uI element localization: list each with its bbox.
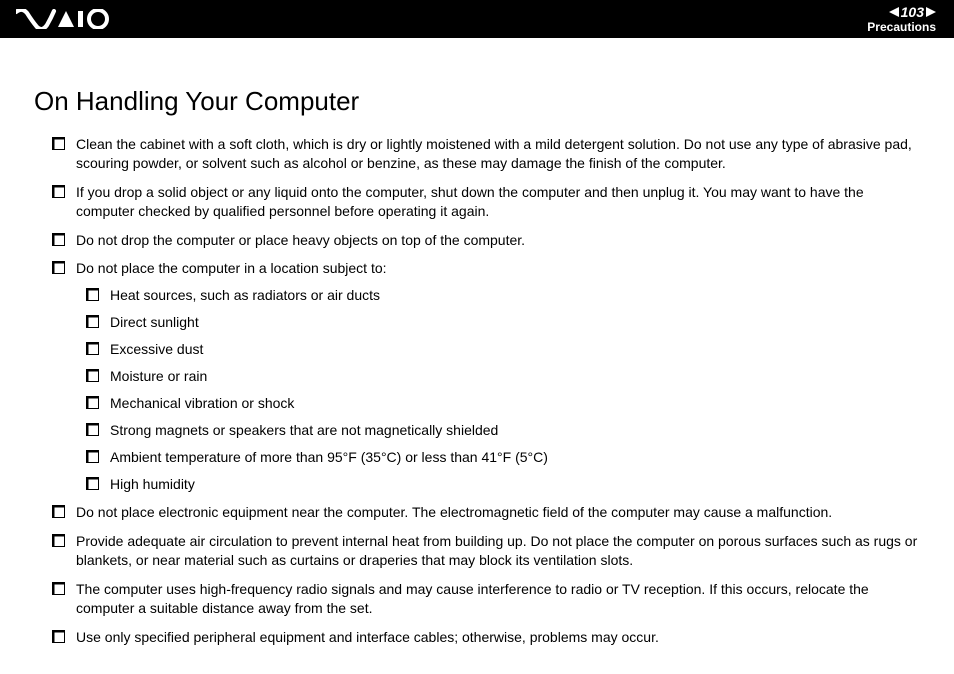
location-sublist: Heat sources, such as radiators or air d… <box>76 286 920 493</box>
nav-prev-icon[interactable] <box>889 7 899 17</box>
list-item: Use only specified peripheral equipment … <box>52 628 920 647</box>
list-item: Moisture or rain <box>86 367 920 386</box>
list-item: High humidity <box>86 475 920 494</box>
list-item: Do not drop the computer or place heavy … <box>52 231 920 250</box>
list-item: Do not place electronic equipment near t… <box>52 503 920 522</box>
list-item: Strong magnets or speakers that are not … <box>86 421 920 440</box>
header-meta: 103 Precautions <box>867 5 936 33</box>
page-number: 103 <box>901 5 924 19</box>
list-item: If you drop a solid object or any liquid… <box>52 183 920 221</box>
page-nav: 103 <box>889 5 936 19</box>
nav-next-icon[interactable] <box>926 7 936 17</box>
section-label: Precautions <box>867 21 936 33</box>
list-item: Clean the cabinet with a soft cloth, whi… <box>52 135 920 173</box>
page-header: 103 Precautions <box>0 0 954 38</box>
list-item: The computer uses high-frequency radio s… <box>52 580 920 618</box>
page-title: On Handling Your Computer <box>34 86 920 117</box>
page-content: On Handling Your Computer Clean the cabi… <box>0 38 954 647</box>
list-item: Mechanical vibration or shock <box>86 394 920 413</box>
vaio-logo <box>16 9 112 29</box>
list-item-text: Do not place the computer in a location … <box>76 260 387 276</box>
list-item: Ambient temperature of more than 95°F (3… <box>86 448 920 467</box>
list-item: Do not place the computer in a location … <box>52 259 920 493</box>
list-item: Excessive dust <box>86 340 920 359</box>
precautions-list: Clean the cabinet with a soft cloth, whi… <box>34 135 920 647</box>
list-item: Heat sources, such as radiators or air d… <box>86 286 920 305</box>
list-item: Direct sunlight <box>86 313 920 332</box>
list-item: Provide adequate air circulation to prev… <box>52 532 920 570</box>
